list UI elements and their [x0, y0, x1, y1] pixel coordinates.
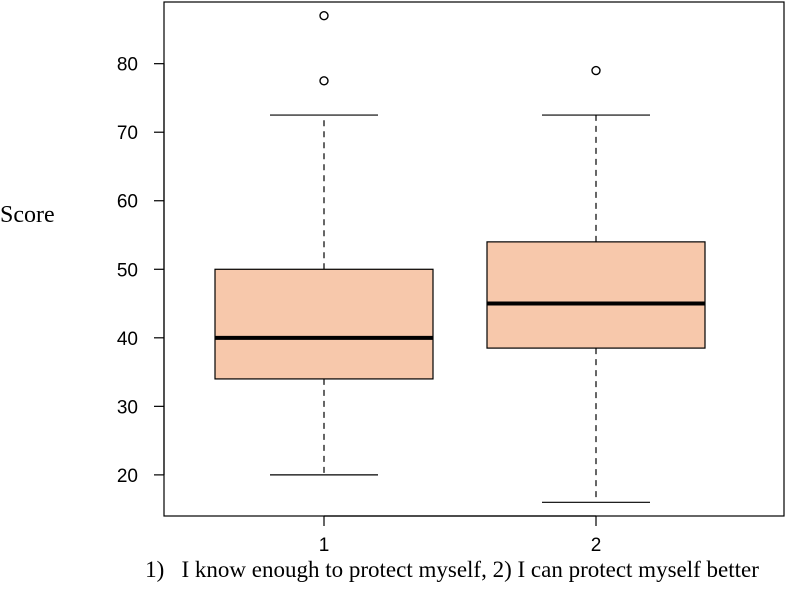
y-tick-label: 40 — [117, 329, 138, 350]
y-tick-label: 80 — [117, 55, 138, 76]
y-tick-label: 50 — [117, 260, 138, 281]
y-tick-label: 30 — [117, 397, 138, 418]
x-axis-caption: 1) I know enough to protect myself, 2) I… — [145, 557, 759, 582]
outlier-point — [319, 11, 329, 21]
y-axis-title: Score — [0, 202, 55, 228]
x-tick-label: 1 — [319, 535, 330, 556]
outlier-point — [591, 65, 601, 76]
y-axis: 20 30 40 50 60 70 80 — [117, 55, 165, 487]
boxes — [214, 11, 706, 503]
outlier-point — [319, 76, 329, 86]
y-tick-label: 20 — [117, 466, 138, 487]
x-tick-label: 2 — [591, 535, 602, 556]
y-tick-label: 70 — [117, 123, 138, 144]
iqr-box — [214, 268, 434, 380]
y-tick-label: 60 — [117, 192, 138, 213]
iqr-box — [486, 241, 706, 349]
